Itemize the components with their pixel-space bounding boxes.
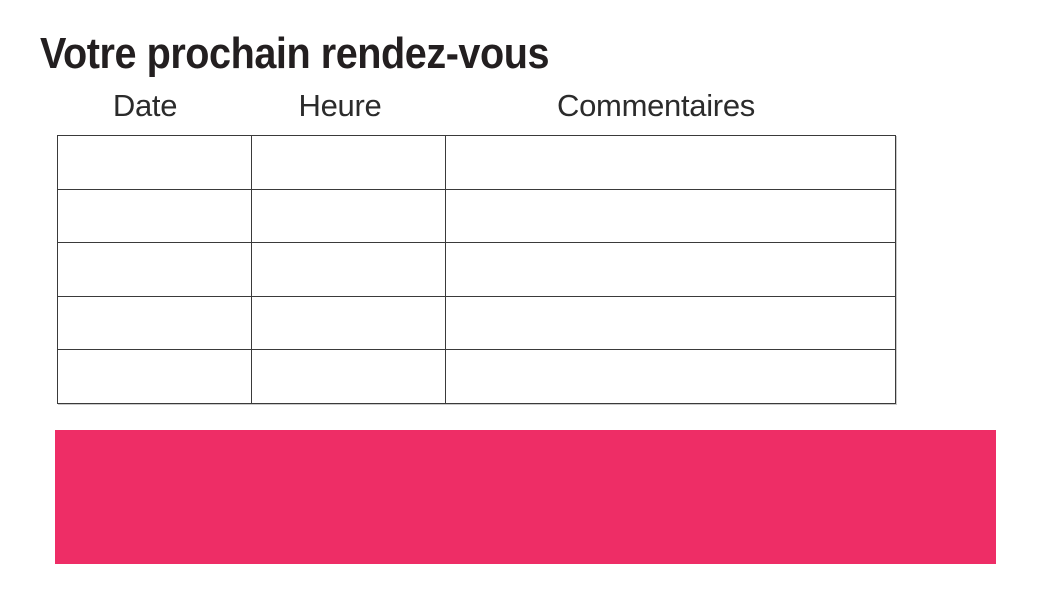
- table-cell: [57, 188, 252, 244]
- column-header-date: Date: [112, 88, 178, 123]
- table-cell: [445, 349, 896, 404]
- table-row: [57, 242, 896, 297]
- table-cell: [445, 135, 896, 190]
- table-cell: [251, 349, 446, 404]
- column-header-heure: Heure: [298, 88, 382, 123]
- appointments-table-body: [57, 135, 896, 404]
- table-row: [57, 349, 896, 404]
- table-cell: [445, 188, 896, 244]
- table-row: [57, 295, 896, 351]
- table-cell: [251, 135, 446, 190]
- table-cell: [57, 242, 252, 297]
- table-cell: [57, 135, 252, 190]
- pink-banner: [55, 430, 996, 564]
- table-row: [57, 188, 896, 244]
- table-cell: [57, 295, 252, 351]
- table-cell: [57, 349, 252, 404]
- table-cell: [445, 295, 896, 351]
- page-title: Votre prochain rendez-vous: [40, 29, 550, 78]
- table-cell: [445, 242, 896, 297]
- table-cell: [251, 188, 446, 244]
- column-header-commentaires: Commentaires: [557, 88, 755, 123]
- appointments-table: [57, 135, 896, 404]
- table-row: [57, 135, 896, 190]
- table-cell: [251, 295, 446, 351]
- table-cell: [251, 242, 446, 297]
